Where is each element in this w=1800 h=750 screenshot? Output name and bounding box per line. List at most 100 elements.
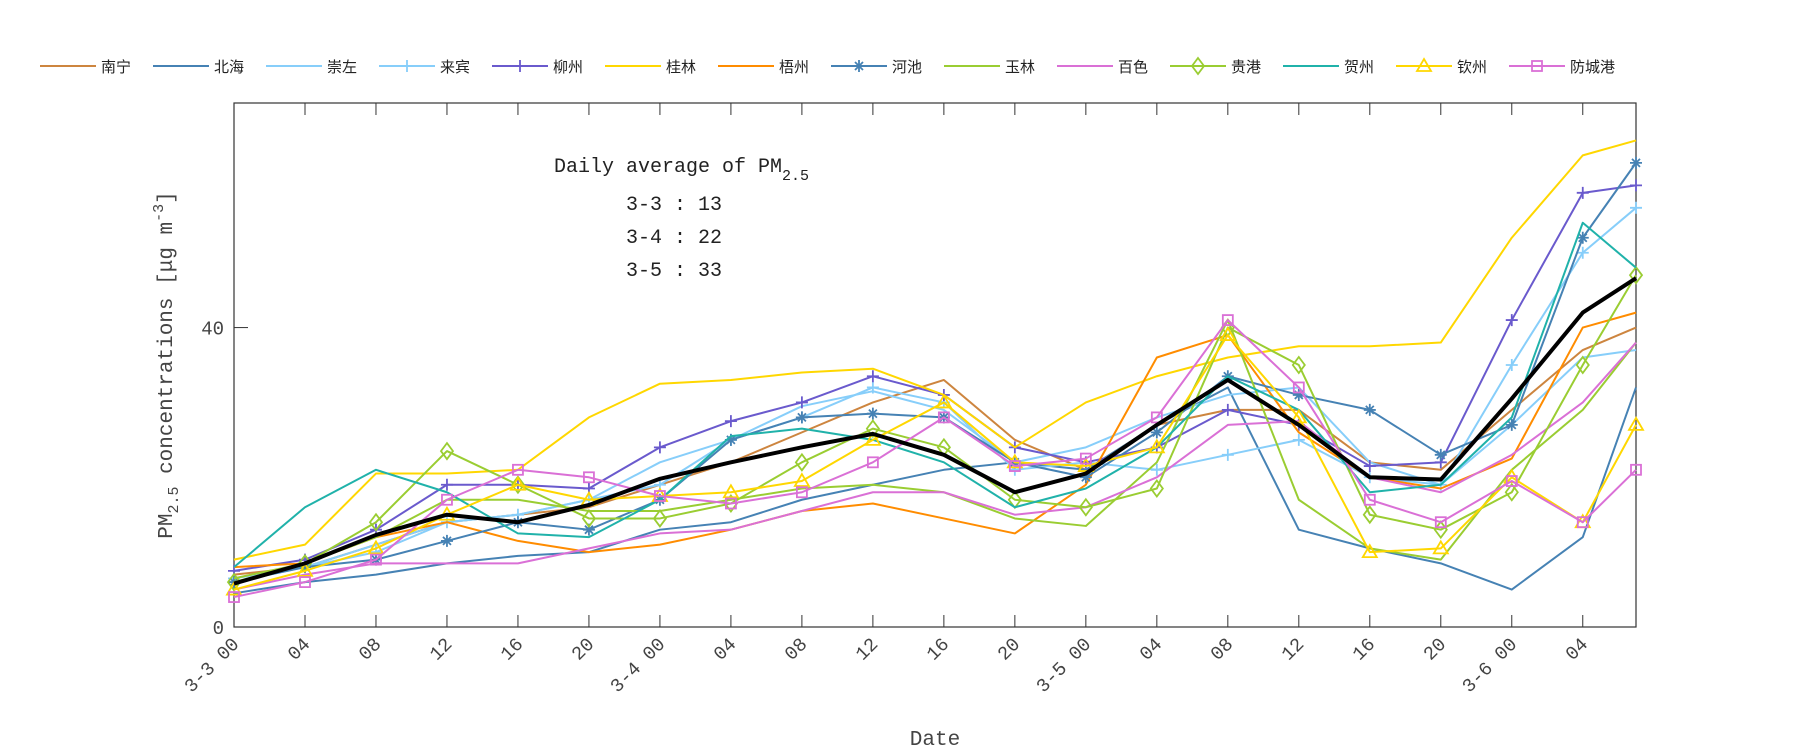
x-tick-label: 3-6 00 [1458, 634, 1522, 698]
data-point-marker [724, 415, 737, 428]
legend-label: 钦州 [1457, 57, 1488, 76]
legend-label: 南宁 [101, 57, 132, 76]
series-line [233, 221, 1637, 568]
data-point-marker [865, 419, 881, 439]
data-point-marker [1221, 314, 1234, 326]
data-point-marker [582, 523, 595, 536]
legend: 南宁 北海 崇左 来宾 柳州 桂林 梧州 河池 玉林 百色 贵港 贺州 钦州 防城港 [40, 54, 1622, 78]
legend-item: 贺州 [1283, 54, 1396, 78]
x-tick-label: 20 [567, 634, 599, 666]
legend-item: 玉林 [944, 54, 1057, 78]
data-point-marker [1630, 463, 1642, 476]
x-tick-label: 08 [780, 634, 812, 666]
data-point-marker [1362, 505, 1377, 525]
y-axis-label: PM2.5 concentrations [μg m-3] [151, 191, 183, 539]
legend-item: 防城港 [1509, 54, 1622, 78]
x-tick-label: 08 [355, 634, 387, 666]
data-point-marker [653, 441, 666, 454]
legend-item: 百色 [1057, 54, 1170, 78]
data-point-marker [226, 572, 242, 592]
legend-label: 百色 [1118, 57, 1149, 76]
legend-label: 桂林 [666, 57, 697, 76]
legend-label: 崇左 [327, 57, 358, 76]
data-point-marker [866, 456, 879, 469]
series-line [233, 334, 1637, 591]
legend-label: 贵港 [1231, 57, 1262, 76]
data-point-marker [724, 433, 737, 446]
data-point-marker [1434, 516, 1447, 529]
legend-item: 柳州 [492, 54, 605, 78]
data-point-marker [299, 576, 311, 588]
legend-label: 梧州 [779, 57, 810, 76]
legend-swatch [266, 65, 322, 67]
plot-area [233, 102, 1637, 628]
data-point-marker [1505, 359, 1518, 371]
data-point-marker [1576, 246, 1589, 259]
legend-swatch [831, 60, 887, 72]
data-point-marker [723, 493, 739, 513]
series-贺州 [233, 221, 1637, 568]
data-point-marker [1077, 457, 1095, 472]
mean-line [233, 276, 1638, 586]
x-tick-label: 20 [993, 634, 1025, 666]
data-point-marker [1505, 314, 1518, 327]
data-point-marker [225, 580, 243, 596]
series-北海 [233, 386, 1637, 595]
data-point-marker [1079, 471, 1092, 484]
annotation-line-3-5: 3-5 : 33 [626, 260, 722, 283]
data-point-marker [1292, 388, 1305, 401]
legend-label: 柳州 [553, 57, 584, 76]
legend-label: 北海 [214, 57, 245, 76]
x-tick-label: 3-5 00 [1032, 634, 1096, 698]
data-point-marker [795, 411, 808, 424]
data-point-marker [1576, 231, 1589, 244]
legend-item: 北海 [153, 54, 266, 78]
data-point-marker [1630, 201, 1642, 214]
y-tick-label: 0 [213, 618, 224, 640]
data-point-marker [1290, 408, 1308, 424]
data-point-marker [1150, 426, 1163, 439]
legend-label: 防城港 [1570, 57, 1616, 76]
data-point-marker [866, 381, 879, 394]
legend-item: 桂林 [605, 54, 718, 78]
data-point-marker [1292, 381, 1305, 394]
data-point-marker [794, 452, 810, 472]
data-point-marker [866, 370, 879, 383]
x-tick-label: 04 [284, 634, 316, 666]
legend-item: 崇左 [266, 54, 379, 78]
data-point-marker [1221, 448, 1234, 461]
data-point-marker [1292, 433, 1305, 446]
legend-swatch [718, 65, 774, 67]
data-point-marker [441, 493, 453, 506]
x-tick-label: 08 [1206, 634, 1238, 666]
legend-item: 梧州 [718, 54, 831, 78]
x-axis-label: Date [910, 729, 960, 750]
x-tick-label: 20 [1419, 634, 1451, 666]
series-line [233, 386, 1637, 595]
legend-label: 玉林 [1005, 57, 1036, 76]
data-point-marker [1505, 418, 1518, 431]
data-point-marker [1363, 493, 1376, 506]
data-point-marker [866, 407, 879, 420]
x-tick-label: 3-4 00 [606, 634, 670, 698]
data-point-marker [510, 475, 526, 495]
annotation-line-3-3: 3-3 : 13 [626, 194, 722, 217]
data-point-marker [1628, 265, 1644, 285]
series-防城港 [228, 314, 1642, 603]
legend-swatch [40, 65, 96, 67]
data-point-marker [935, 393, 953, 409]
data-point-marker [1148, 438, 1166, 454]
data-point-marker [652, 508, 668, 528]
legend-marker [1190, 56, 1206, 76]
legend-marker [853, 60, 865, 72]
legend-swatch [1283, 65, 1339, 67]
legend-marker [401, 60, 413, 72]
series-line [233, 319, 1637, 599]
legend-item: 钦州 [1396, 54, 1509, 78]
data-point-marker [440, 534, 453, 547]
data-point-marker [370, 553, 382, 566]
data-point-marker [1432, 539, 1450, 555]
data-point-marker [1627, 416, 1645, 431]
data-point-marker [1078, 497, 1093, 517]
data-point-marker [1219, 326, 1237, 341]
